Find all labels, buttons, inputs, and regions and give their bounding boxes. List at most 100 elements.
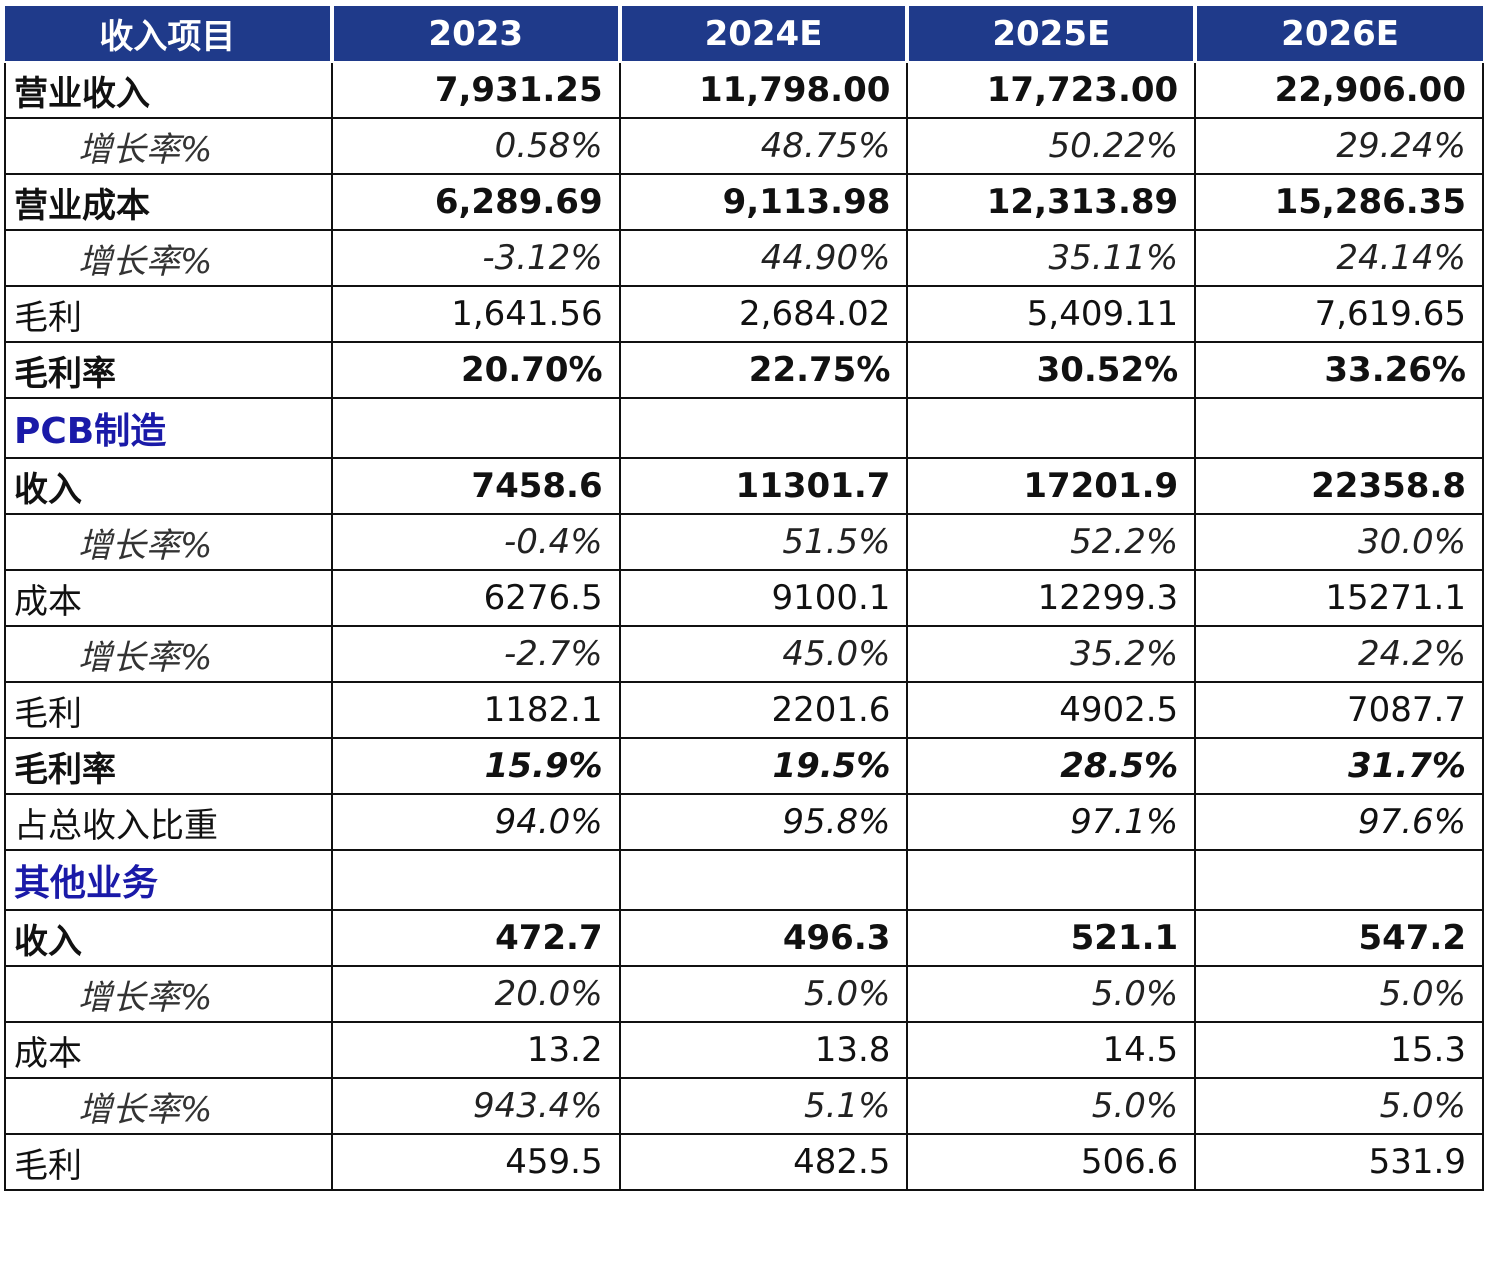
value-cell: 12,313.89 bbox=[906, 173, 1197, 231]
value-cell: -0.4% bbox=[330, 513, 621, 571]
table-row: 增长率% 0.58% 48.75% 50.22% 29.24% bbox=[4, 117, 1484, 175]
row-label: 占总收入比重 bbox=[4, 793, 333, 851]
value-cell: 6,289.69 bbox=[330, 173, 621, 231]
row-label: 营业成本 bbox=[4, 173, 333, 231]
value-cell: 30.0% bbox=[1194, 513, 1484, 571]
row-label: 增长率% bbox=[4, 965, 333, 1023]
header-label: 收入项目 bbox=[5, 6, 334, 63]
value-cell: 7,931.25 bbox=[330, 61, 621, 119]
value-cell: 5.0% bbox=[1194, 965, 1484, 1023]
value-cell: 17201.9 bbox=[906, 457, 1197, 515]
row-label: 其他业务 bbox=[4, 849, 333, 911]
value-cell: 7458.6 bbox=[330, 457, 621, 515]
value-cell: 459.5 bbox=[330, 1133, 621, 1191]
value-cell: 97.1% bbox=[906, 793, 1197, 851]
value-cell: 51.5% bbox=[618, 513, 909, 571]
table-row: 占总收入比重 94.0% 95.8% 97.1% 97.6% bbox=[4, 793, 1484, 851]
value-cell: 20.0% bbox=[330, 965, 621, 1023]
value-cell: 45.0% bbox=[618, 625, 909, 683]
value-cell: 28.5% bbox=[906, 737, 1197, 795]
value-cell: 48.75% bbox=[618, 117, 909, 175]
value-cell: -3.12% bbox=[330, 229, 621, 287]
value-cell: 1182.1 bbox=[330, 681, 621, 739]
value-cell: 2,684.02 bbox=[618, 285, 909, 343]
value-cell: 5.1% bbox=[618, 1077, 909, 1135]
value-cell: -2.7% bbox=[330, 625, 621, 683]
row-label: 增长率% bbox=[4, 1077, 333, 1135]
row-label: 毛利 bbox=[4, 1133, 333, 1191]
value-cell: 5,409.11 bbox=[906, 285, 1197, 343]
value-cell: 22.75% bbox=[618, 341, 909, 399]
table-row: PCB制造 bbox=[4, 397, 1484, 459]
value-cell bbox=[618, 849, 909, 911]
value-cell bbox=[618, 397, 909, 459]
value-cell: 94.0% bbox=[330, 793, 621, 851]
table-row: 增长率% -2.7% 45.0% 35.2% 24.2% bbox=[4, 625, 1484, 683]
value-cell: 5.0% bbox=[906, 965, 1197, 1023]
value-cell: 12299.3 bbox=[906, 569, 1197, 627]
value-cell: 50.22% bbox=[906, 117, 1197, 175]
value-cell: 44.90% bbox=[618, 229, 909, 287]
table-body: 营业收入 7,931.25 11,798.00 17,723.00 22,906.00 增… bbox=[4, 61, 1484, 1191]
revenue-forecast-table: 收入项目 2023 2024E 2025E 2026E 营业收入 7,931.25… bbox=[4, 6, 1484, 1191]
value-cell: 4902.5 bbox=[906, 681, 1197, 739]
value-cell: 6276.5 bbox=[330, 569, 621, 627]
value-cell: 20.70% bbox=[330, 341, 621, 399]
table-row: 成本 13.2 13.8 14.5 15.3 bbox=[4, 1021, 1484, 1079]
value-cell: 506.6 bbox=[906, 1133, 1197, 1191]
value-cell: 30.52% bbox=[906, 341, 1197, 399]
row-label: 增长率% bbox=[4, 229, 333, 287]
row-label: 收入 bbox=[4, 457, 333, 515]
value-cell: 13.2 bbox=[330, 1021, 621, 1079]
value-cell: 5.0% bbox=[1194, 1077, 1484, 1135]
table-row: 毛利率 20.70% 22.75% 30.52% 33.26% bbox=[4, 341, 1484, 399]
row-label: 成本 bbox=[4, 1021, 333, 1079]
value-cell: 0.58% bbox=[330, 117, 621, 175]
table-row: 其他业务 bbox=[4, 849, 1484, 911]
value-cell: 482.5 bbox=[618, 1133, 909, 1191]
value-cell: 24.2% bbox=[1194, 625, 1484, 683]
value-cell: 95.8% bbox=[618, 793, 909, 851]
value-cell: 31.7% bbox=[1194, 737, 1484, 795]
table-row: 毛利 1,641.56 2,684.02 5,409.11 7,619.65 bbox=[4, 285, 1484, 343]
value-cell: 9100.1 bbox=[618, 569, 909, 627]
value-cell: 1,641.56 bbox=[330, 285, 621, 343]
value-cell: 22358.8 bbox=[1194, 457, 1484, 515]
row-label: 毛利 bbox=[4, 681, 333, 739]
row-label: 增长率% bbox=[4, 513, 333, 571]
value-cell: 17,723.00 bbox=[906, 61, 1197, 119]
value-cell: 29.24% bbox=[1194, 117, 1484, 175]
value-cell bbox=[1194, 849, 1484, 911]
financial-table-container: 收入项目 2023 2024E 2025E 2026E 营业收入 7,931.25… bbox=[4, 6, 1484, 1191]
header-year: 2024E bbox=[617, 6, 910, 63]
value-cell: 7087.7 bbox=[1194, 681, 1484, 739]
value-cell: 9,113.98 bbox=[618, 173, 909, 231]
value-cell: 14.5 bbox=[906, 1021, 1197, 1079]
value-cell: 7,619.65 bbox=[1194, 285, 1484, 343]
value-cell: 5.0% bbox=[906, 1077, 1197, 1135]
row-label: 毛利率 bbox=[4, 737, 333, 795]
value-cell: 52.2% bbox=[906, 513, 1197, 571]
table-row: 营业成本 6,289.69 9,113.98 12,313.89 15,286.35 bbox=[4, 173, 1484, 231]
row-label: 营业收入 bbox=[4, 61, 333, 119]
row-label: PCB制造 bbox=[4, 397, 333, 459]
value-cell bbox=[330, 849, 621, 911]
table-row: 收入 472.7 496.3 521.1 547.2 bbox=[4, 909, 1484, 967]
value-cell bbox=[1194, 397, 1484, 459]
row-label: 收入 bbox=[4, 909, 333, 967]
table-row: 增长率% -3.12% 44.90% 35.11% 24.14% bbox=[4, 229, 1484, 287]
value-cell: 547.2 bbox=[1194, 909, 1484, 967]
value-cell: 15,286.35 bbox=[1194, 173, 1484, 231]
header-year: 2023 bbox=[329, 6, 622, 63]
value-cell: 521.1 bbox=[906, 909, 1197, 967]
value-cell: 22,906.00 bbox=[1194, 61, 1484, 119]
value-cell: 97.6% bbox=[1194, 793, 1484, 851]
table-row: 增长率% -0.4% 51.5% 52.2% 30.0% bbox=[4, 513, 1484, 571]
value-cell: 35.2% bbox=[906, 625, 1197, 683]
table-row: 成本 6276.5 9100.1 12299.3 15271.1 bbox=[4, 569, 1484, 627]
value-cell: 943.4% bbox=[330, 1077, 621, 1135]
table-row: 营业收入 7,931.25 11,798.00 17,723.00 22,906.00 bbox=[4, 61, 1484, 119]
value-cell: 531.9 bbox=[1194, 1133, 1484, 1191]
table-row: 增长率% 943.4% 5.1% 5.0% 5.0% bbox=[4, 1077, 1484, 1135]
row-label: 毛利率 bbox=[4, 341, 333, 399]
